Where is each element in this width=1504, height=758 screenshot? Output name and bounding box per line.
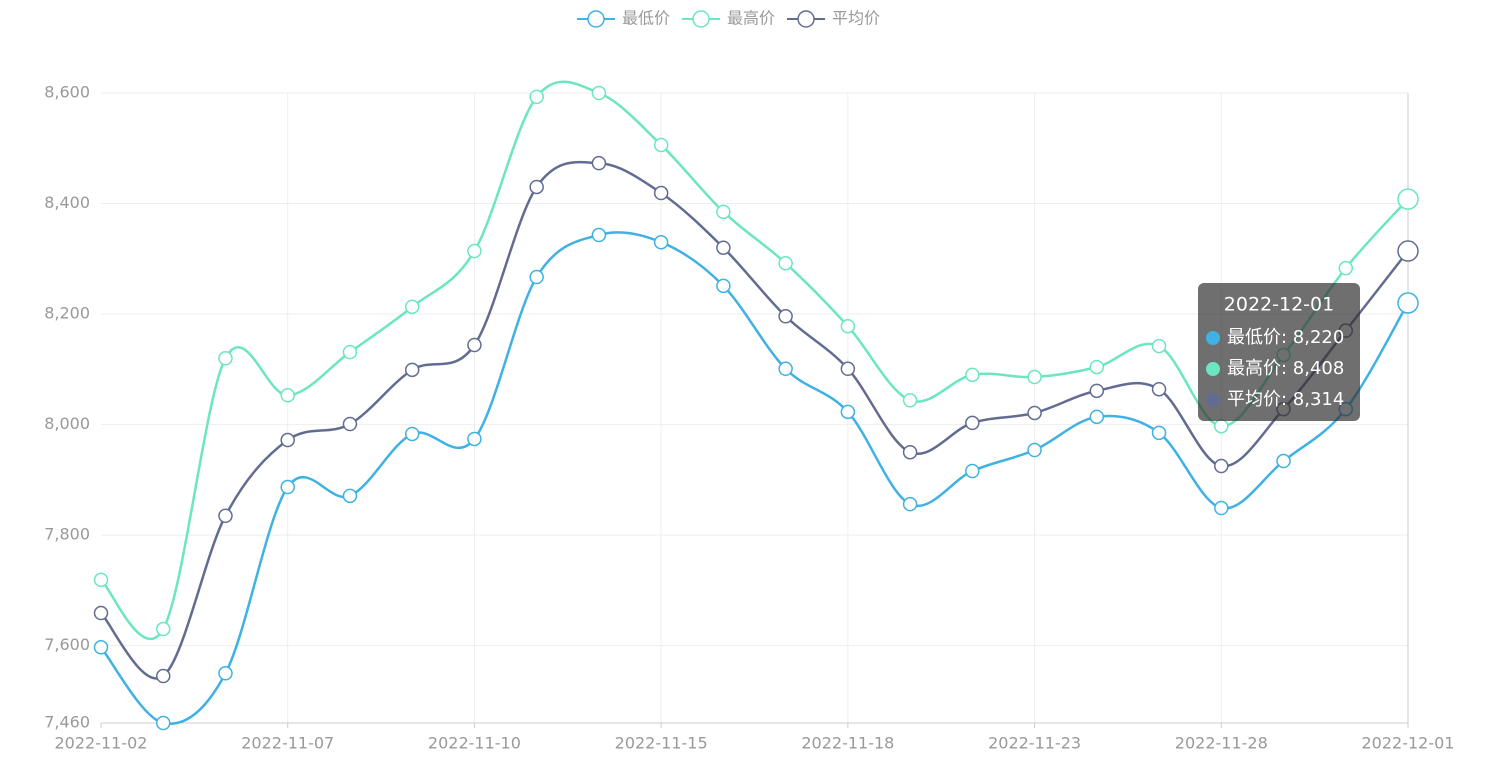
legend-label: 最高价 [727, 9, 775, 28]
data-point [1397, 240, 1419, 262]
data-point [155, 668, 171, 684]
x-tick-label: 2022-11-23 [988, 734, 1081, 753]
data-point [1151, 338, 1167, 354]
data-point [342, 416, 358, 432]
data-point [218, 666, 233, 681]
data-point [653, 137, 669, 153]
tooltip-dot [1206, 331, 1220, 345]
data-point [404, 299, 420, 315]
data-point [280, 432, 295, 448]
data-point [1397, 188, 1419, 210]
data-point [1214, 418, 1229, 434]
data-point [1089, 359, 1105, 375]
data-point [529, 269, 544, 285]
tooltip-box [1198, 283, 1360, 421]
data-point [778, 361, 793, 377]
x-tick-label: 2022-11-02 [55, 734, 148, 753]
data-point [155, 621, 171, 637]
tooltip-title: 2022-12-01 [1224, 294, 1334, 316]
series-line [100, 80, 1409, 641]
tooltip-dot [1206, 362, 1220, 376]
data-point [591, 85, 607, 101]
x-tick-label: 2022-12-01 [1362, 734, 1455, 753]
data-point [716, 204, 731, 220]
data-point [1338, 260, 1354, 276]
x-tick-label: 2022-11-28 [1175, 734, 1268, 753]
data-point [591, 227, 607, 243]
y-tick-label: 8,200 [44, 304, 90, 323]
y-tick-label: 8,600 [44, 83, 90, 102]
y-tick-label: 7,460 [44, 713, 90, 732]
x-tick-label: 2022-11-10 [428, 734, 521, 753]
tooltip-dot [1206, 393, 1220, 407]
legend-label: 最低价 [622, 9, 670, 28]
data-point [280, 479, 295, 495]
data-point [1214, 458, 1229, 474]
data-point [218, 508, 233, 524]
data-point [902, 496, 918, 512]
y-tick-label: 8,000 [44, 414, 90, 433]
data-point [467, 243, 482, 259]
data-point [840, 361, 856, 377]
data-point [1089, 383, 1105, 399]
data-point [1276, 453, 1291, 469]
data-point [342, 488, 358, 504]
x-tick-label: 2022-11-18 [801, 734, 894, 753]
series-line [100, 160, 1409, 680]
legend-label: 平均价 [832, 9, 880, 28]
data-point [1027, 442, 1042, 458]
data-point [965, 463, 980, 479]
data-point [93, 605, 109, 621]
data-point [778, 309, 793, 324]
tooltip-item: 平均价: 8,314 [1227, 389, 1344, 410]
legend-marker [587, 10, 605, 28]
data-point [965, 415, 980, 431]
data-point [840, 404, 856, 420]
data-point [342, 344, 358, 360]
data-point [93, 640, 109, 655]
data-point [778, 255, 793, 271]
data-point [1397, 292, 1419, 314]
data-point [467, 337, 482, 353]
data-point [1027, 405, 1042, 421]
data-point [404, 426, 420, 442]
data-point [902, 444, 918, 460]
data-point [93, 572, 109, 588]
y-tick-label: 7,800 [44, 525, 90, 544]
data-point [155, 715, 171, 731]
data-point [902, 393, 918, 408]
data-point [218, 351, 233, 366]
y-tick-label: 8,400 [44, 193, 90, 212]
data-point [529, 179, 544, 195]
data-point [840, 318, 856, 334]
data-point [1151, 425, 1167, 441]
data-point [467, 431, 482, 447]
data-point [591, 155, 607, 171]
x-tick-label: 2022-11-15 [615, 734, 708, 753]
data-point [653, 234, 669, 250]
data-point [280, 388, 295, 403]
legend-marker [692, 10, 710, 28]
tooltip-item: 最高价: 8,408 [1227, 358, 1344, 379]
x-tick-label: 2022-11-07 [241, 734, 334, 753]
data-point [1151, 381, 1167, 397]
data-point [965, 367, 980, 383]
data-point [653, 185, 669, 201]
tooltip-item: 最低价: 8,220 [1227, 327, 1344, 348]
data-point [1027, 369, 1042, 385]
data-point [404, 362, 420, 378]
legend-marker [797, 10, 815, 28]
data-point [716, 240, 731, 255]
data-point [716, 278, 731, 294]
y-tick-label: 7,600 [44, 635, 90, 654]
data-point [529, 89, 544, 105]
data-point [1089, 409, 1105, 425]
data-point [1214, 500, 1229, 516]
